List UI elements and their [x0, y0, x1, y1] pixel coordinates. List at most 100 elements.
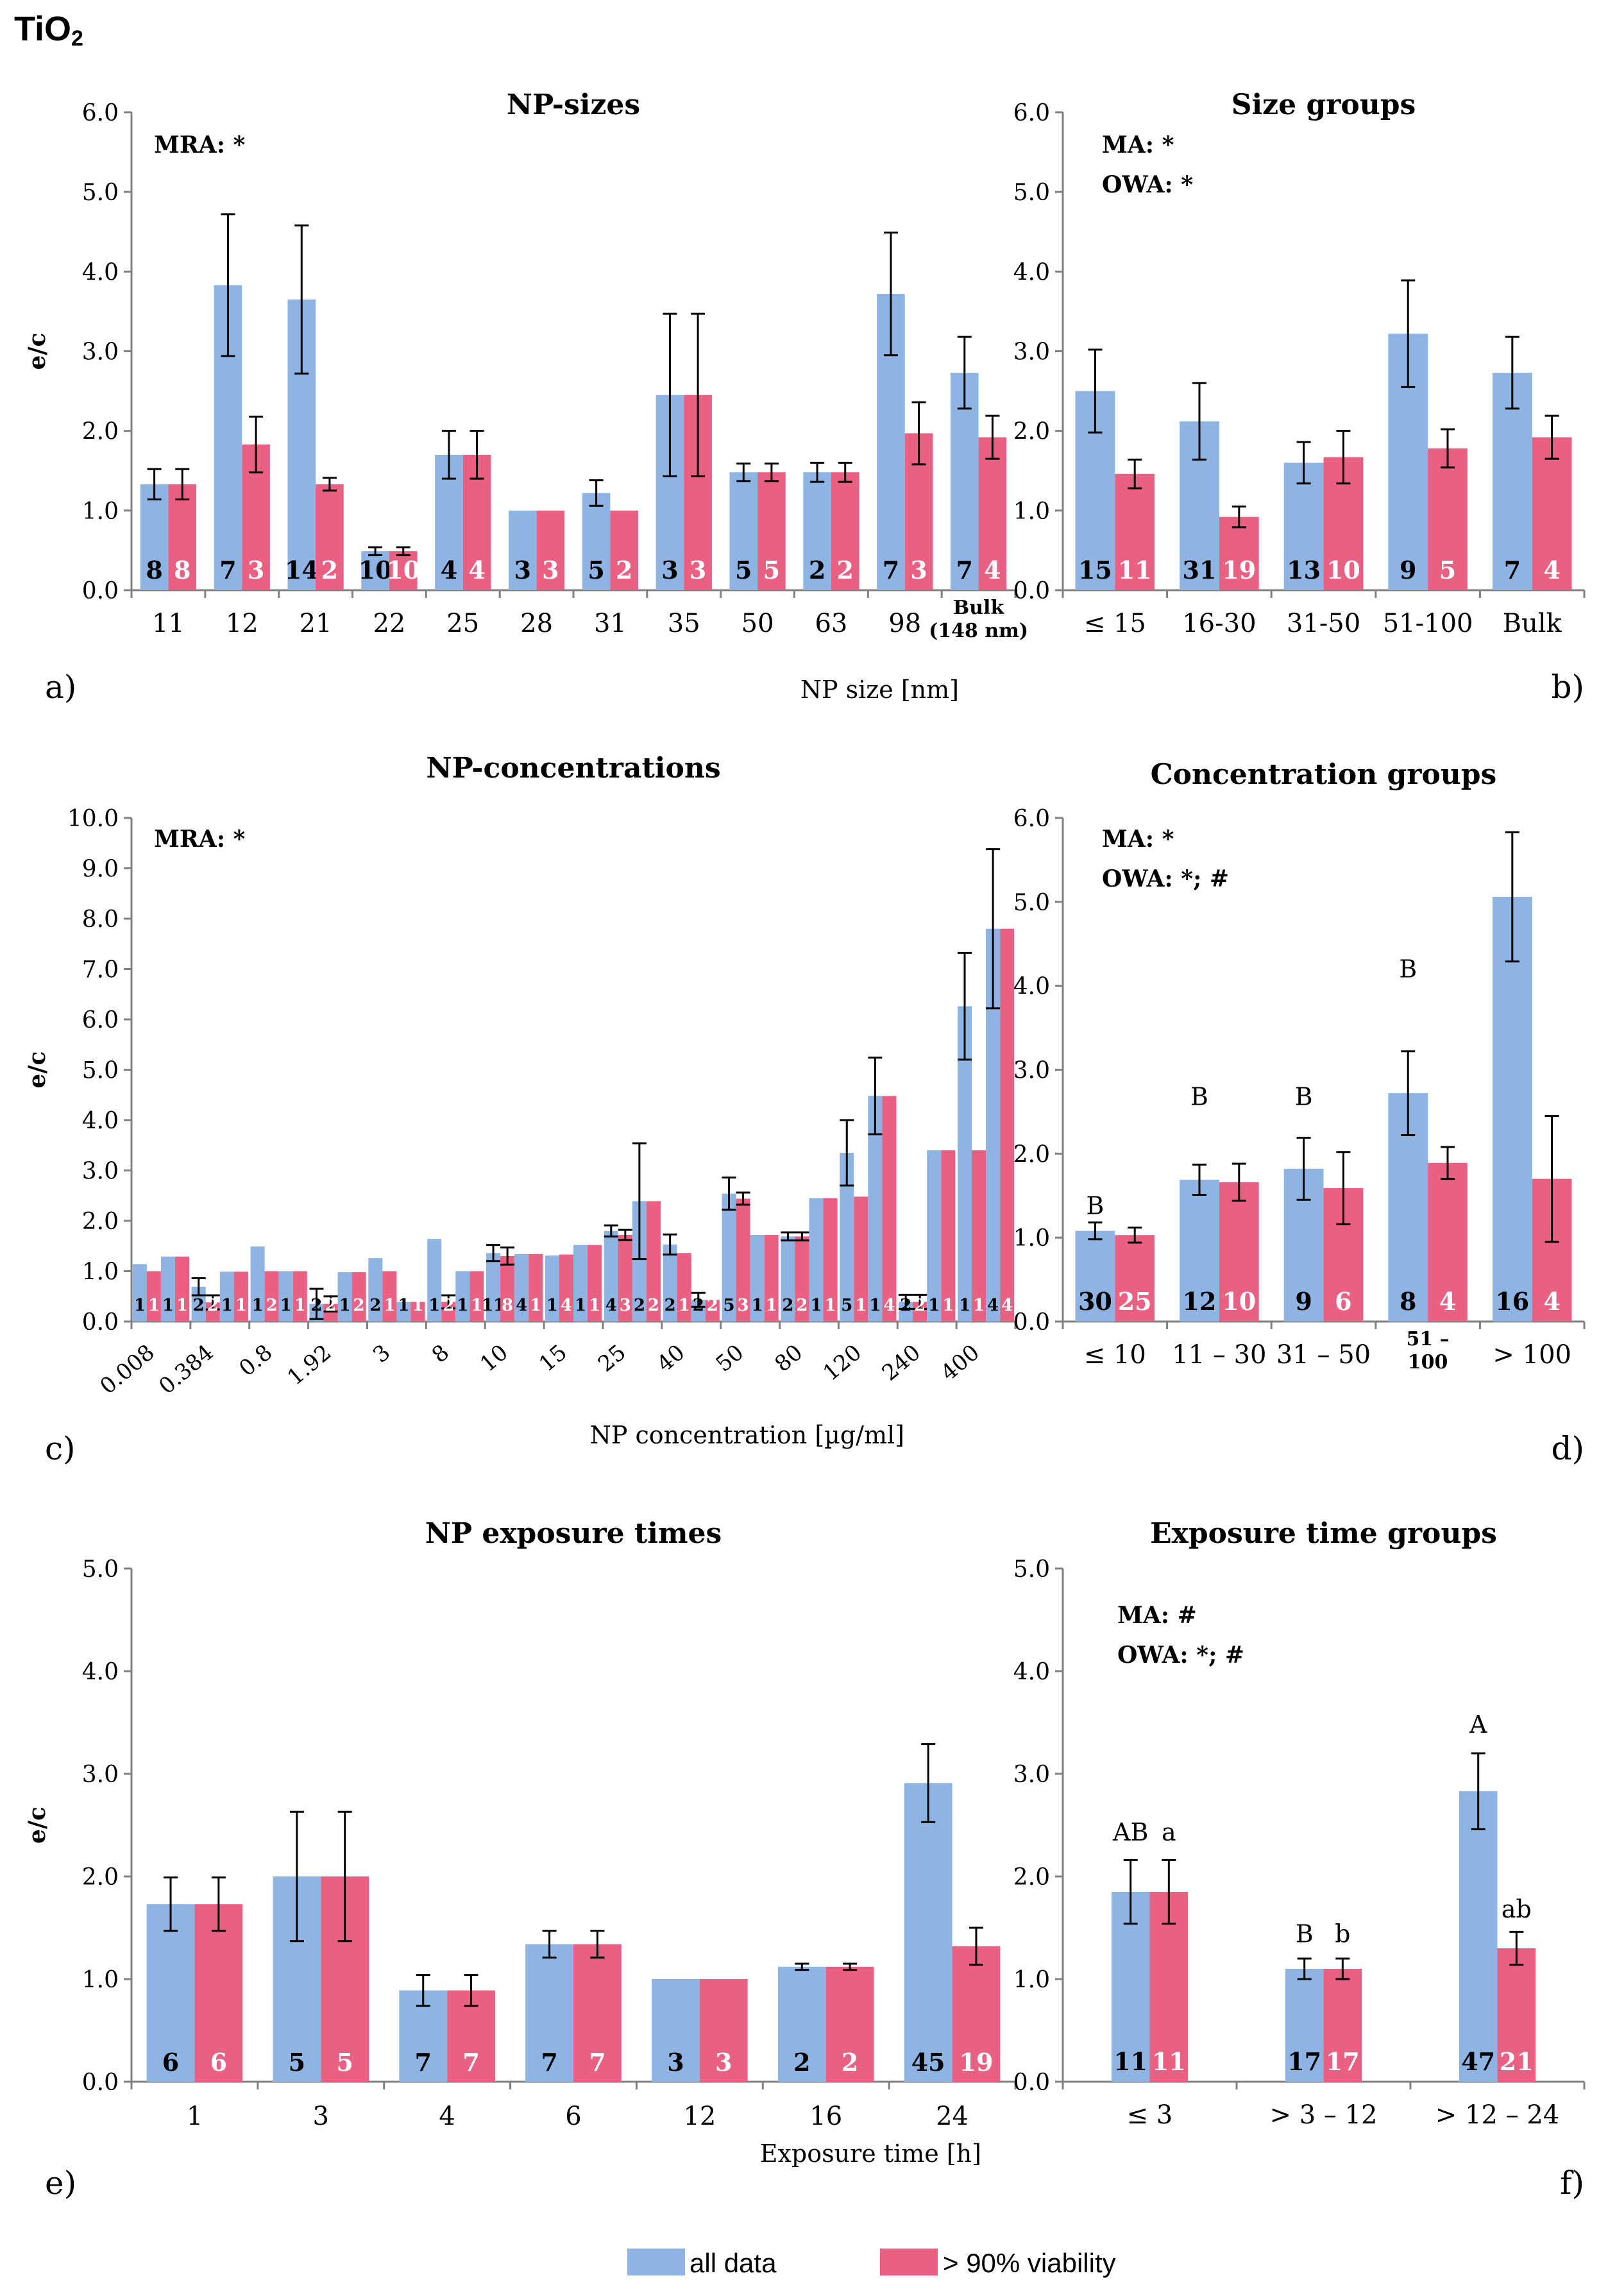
stats-note: OWA: *; #: [1102, 865, 1229, 892]
bar-count-label: 4: [468, 556, 485, 584]
bar-a-8-0: [729, 472, 758, 590]
bar-c-14-3: [1000, 928, 1015, 1322]
bar-count-label: 2: [782, 1296, 793, 1315]
bar-c-4-0: [368, 1258, 383, 1322]
y-tick-label: 5.0: [82, 1556, 119, 1583]
x-tick-label: > 12 – 24: [1435, 2100, 1559, 2130]
panel-label: a): [45, 668, 76, 706]
bar-count-label: 3: [715, 2048, 732, 2077]
bar-e-4-1: [699, 1979, 748, 2082]
bar-c-0-1: [146, 1271, 161, 1322]
bar-c-13-2: [927, 1150, 942, 1322]
bar-c-11-3: [823, 1198, 838, 1322]
bar-count-label: 5: [1439, 556, 1456, 584]
y-tick-label: 0.0: [1013, 2070, 1050, 2096]
bar-c-6-3: [529, 1254, 543, 1322]
bar-e-3-1: [573, 1944, 622, 2082]
bar-c-2-2: [278, 1271, 293, 1322]
significance-letter: b: [1335, 1919, 1350, 1948]
y-tick-label: 5.0: [1013, 180, 1050, 206]
bar-count-label: 1: [928, 1296, 940, 1315]
chart-title: NP-sizes: [507, 89, 640, 121]
chart-title: Exposure time groups: [1150, 1517, 1497, 1550]
bar-a-6-0: [582, 493, 611, 590]
bar-f-2-0: [1459, 1791, 1498, 2082]
bar-count-label: 1: [546, 1296, 558, 1315]
bar-c-5-1: [441, 1302, 456, 1322]
bar-c-2-0: [250, 1246, 265, 1322]
bar-count-label: 3: [661, 556, 678, 584]
bar-count-label: 5: [735, 556, 752, 584]
bar-count-label: 17: [1287, 2047, 1321, 2076]
x-tick-label: 16: [809, 2102, 842, 2131]
y-tick-label: 4.0: [1013, 974, 1050, 1000]
bar-f-2-1: [1497, 1948, 1536, 2082]
bar-count-label: 2: [842, 2048, 858, 2077]
bar-count-label: 7: [1504, 556, 1521, 584]
bar-c-7-0: [545, 1255, 559, 1322]
bar-count-label: 4: [561, 1296, 572, 1315]
legend-label-all: all data: [690, 2248, 777, 2278]
bar-c-10-0: [722, 1193, 736, 1322]
bar-count-label: 3: [738, 1296, 749, 1315]
bar-count-label: 1: [855, 1296, 867, 1315]
bar-count-label: 7: [462, 2048, 479, 2077]
bar-c-13-0: [899, 1302, 913, 1322]
bar-count-label: 2: [664, 1296, 676, 1315]
x-tick-label: 40: [652, 1339, 690, 1377]
bar-c-5-0: [427, 1239, 442, 1322]
chart-title: Concentration groups: [1151, 758, 1497, 791]
bar-count-label: 2: [321, 556, 338, 584]
bar-count-label: 2: [325, 1296, 336, 1315]
bar-c-1-3: [233, 1271, 248, 1322]
y-axis-label: e/c: [24, 1807, 51, 1844]
y-tick-label: 3.0: [1013, 1058, 1050, 1084]
bar-a-5-0: [508, 510, 537, 590]
y-tick-label: 4.0: [1013, 1659, 1050, 1685]
significance-letter: A: [1469, 1710, 1487, 1739]
x-tick-label: 24: [936, 2102, 969, 2131]
y-tick-label: 5.0: [82, 180, 119, 206]
bar-count-label: 1: [959, 1296, 970, 1315]
bar-count-label: 1: [810, 1296, 822, 1315]
significance-letter: B: [1296, 1919, 1314, 1948]
bar-count-label: 7: [589, 2048, 605, 2077]
chart-title: Size groups: [1231, 89, 1416, 121]
bar-count-label: 1: [176, 1296, 188, 1315]
bar-d-4-0: [1492, 896, 1532, 1322]
chart-panel-c: 0.01.02.03.04.05.06.07.08.09.010.01 1 1 10.…: [24, 752, 1017, 1467]
bar-count-label: 11: [1118, 556, 1152, 584]
x-tick-label: 50: [741, 609, 774, 638]
y-tick-label: 1.0: [82, 498, 119, 525]
bar-a-5-1: [536, 510, 565, 590]
bar-f-1-1: [1323, 1969, 1362, 2082]
y-tick-label: 3.0: [82, 339, 119, 366]
bar-d-3-1: [1428, 1162, 1468, 1322]
x-tick-label: 35: [668, 609, 700, 638]
significance-letter: AB: [1112, 1818, 1148, 1846]
bar-c-14-2: [986, 928, 1001, 1322]
y-tick-label: 6.0: [82, 1007, 119, 1033]
bar-e-5-0: [777, 1966, 826, 2082]
x-tick-label: 120: [818, 1339, 867, 1386]
x-tick-label: 10: [475, 1339, 513, 1377]
y-tick-label: 2.0: [1013, 1864, 1050, 1891]
y-tick-label: 5.0: [1013, 1556, 1050, 1583]
bar-count-label: 47: [1461, 2047, 1495, 2076]
bar-c-5-2: [455, 1271, 470, 1322]
bar-c-9-0: [663, 1244, 677, 1322]
x-tick-label: 80: [770, 1339, 808, 1377]
bar-e-0-0: [146, 1904, 195, 2082]
bar-count-label: 7: [883, 556, 899, 584]
bar-count-label: 5: [336, 2048, 353, 2077]
bar-count-label: 2: [616, 556, 632, 584]
bar-count-label: 21: [1500, 2047, 1534, 2076]
y-tick-label: 7.0: [82, 957, 119, 983]
bar-c-4-3: [410, 1302, 425, 1322]
bar-count-label: 4: [883, 1296, 895, 1315]
bar-count-label: 30: [1078, 1287, 1112, 1316]
x-tick-label: 0.8: [234, 1339, 277, 1381]
bar-count-label: 2: [193, 1296, 205, 1315]
y-axis-label: e/c: [24, 333, 51, 370]
bar-count-label: 2: [266, 1296, 278, 1315]
